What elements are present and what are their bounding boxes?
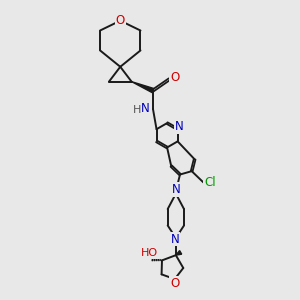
Text: N: N [141,103,150,116]
Text: O: O [170,71,179,84]
Text: O: O [170,277,179,290]
Text: N: N [172,183,180,196]
Text: HO: HO [141,248,158,258]
Text: N: N [171,232,180,246]
Text: H: H [133,105,142,115]
Polygon shape [132,82,154,93]
Text: O: O [116,14,125,27]
Polygon shape [176,250,182,255]
Text: N: N [175,120,184,133]
Text: Cl: Cl [204,176,216,189]
